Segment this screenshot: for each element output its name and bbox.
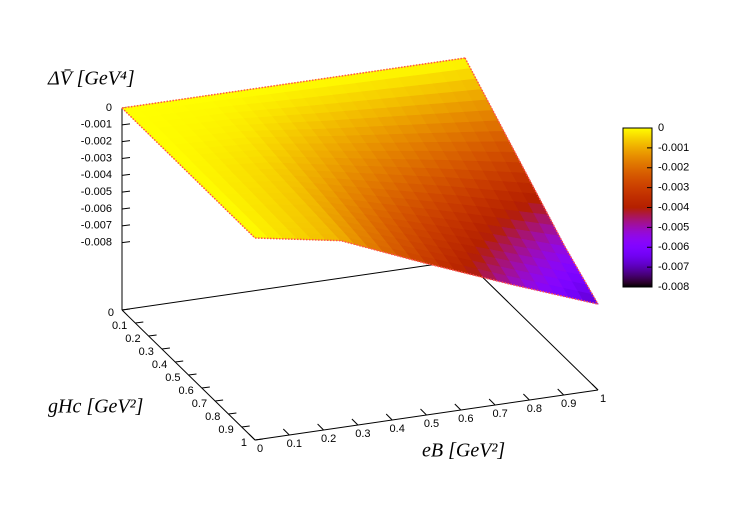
x-tick [523,393,530,401]
x-tick-label: 0.4 [390,423,405,435]
colorbar-tick-label: -0.004 [658,201,689,213]
z-tick-label: -0.002 [81,136,112,148]
x-tick [317,423,324,431]
y-tick [201,386,210,389]
x-tick-label: 0.6 [458,413,473,425]
y-tick [188,373,197,376]
z-tick [121,157,131,159]
colorbar-tick-label: -0.007 [658,261,689,273]
x-tick [351,418,359,426]
x-tick-label: 0.1 [287,438,302,450]
z-tick [121,140,131,143]
surface-cell [411,120,533,184]
x-tick [248,433,256,441]
y-tick [228,412,237,415]
surface-cell [326,124,447,178]
y-tick-label: 0.9 [218,424,233,436]
floor-edge [464,259,599,391]
z-tick-label: -0.001 [81,119,112,131]
surface-cell [306,204,428,265]
x-tick [385,413,393,421]
x-tick [488,398,496,406]
z-tick-label: -0.004 [81,169,112,181]
colorbar-tick-label: -0.006 [658,241,689,253]
surface-cell [478,231,599,305]
x-tick-label: 0.2 [321,433,336,445]
y-tick-label: 0.2 [125,333,140,345]
x-tick-label: 0 [257,443,263,455]
z-tick [121,123,131,126]
z-tick-label: -0.003 [81,152,112,164]
y-tick-label: 1 [241,437,247,449]
x-tick-label: 0.5 [424,418,439,430]
surface-cell [221,204,342,241]
surface-cell [445,177,566,247]
x-tick-label: 1 [600,393,606,405]
z-tick-label: -0.005 [81,186,112,198]
colorbar-tick-label: -0.008 [658,281,689,293]
colorbar-tick-label: -0.002 [658,162,689,174]
surface-cell [378,57,499,126]
y-tick-label: 0.5 [165,372,180,384]
y-tick [161,347,170,350]
z-tick [121,241,131,244]
z-tick [121,224,131,227]
y-tick [148,334,157,337]
colorbar-tick-label: -0.003 [658,182,689,194]
surface-cell [187,168,309,206]
x-tick [557,388,565,396]
x-tick-label: 0.3 [355,428,370,440]
y-tick [215,399,224,402]
y-tick-label: 0.6 [179,385,194,397]
surface-edge-left [121,107,256,239]
y-tick-label: 0.8 [205,411,220,423]
x-tick-label: 0.8 [527,403,542,415]
surface-cell [359,172,480,233]
y-tick-label: 0.3 [139,346,154,358]
colorbar-tick-label: -0.001 [658,142,689,154]
y-tick [121,308,131,311]
x-tick-label: 0.9 [561,398,576,410]
z-axis-label: ΔV̄ [GeV⁴] [47,68,135,90]
surface-cell [121,95,242,141]
x-tick [454,403,462,411]
surface-cell [392,218,513,286]
z-tick [121,190,131,193]
x-tick [420,408,427,416]
x-axis-label: eB [GeV²] [422,440,505,462]
z-tick-label: -0.006 [81,203,112,215]
surface-edge-front [254,237,599,305]
surface-cell [154,131,275,174]
surface-edge-back [121,57,466,109]
z-tick [121,173,131,176]
colorbar-tick-label: -0.005 [658,221,689,233]
colorbar-tick-label: 0 [658,122,664,134]
y-axis-label: gHc [GeV²] [48,396,143,418]
surface-edge-right [464,57,599,305]
floor-edge [121,259,466,311]
y-tick [241,425,250,428]
y-tick [135,321,144,324]
y-tick [175,360,184,363]
z-tick-label: -0.008 [81,237,112,249]
x-tick-label: 0.7 [492,408,507,420]
x-tick [591,383,599,391]
z-tick [121,207,131,210]
surface-cell [292,70,414,130]
surface-cell [273,168,394,220]
x-tick [282,428,290,436]
y-tick-label: 0.7 [192,398,207,410]
z-tick-label: -0.007 [81,220,112,232]
surface-cell [240,128,361,174]
y-tick-label: 0.4 [152,359,167,371]
y-tick [254,438,264,441]
y-tick-label: 0.1 [112,320,127,332]
z-tick-label: 0 [106,102,112,114]
y-tick-label: 0 [108,307,114,319]
